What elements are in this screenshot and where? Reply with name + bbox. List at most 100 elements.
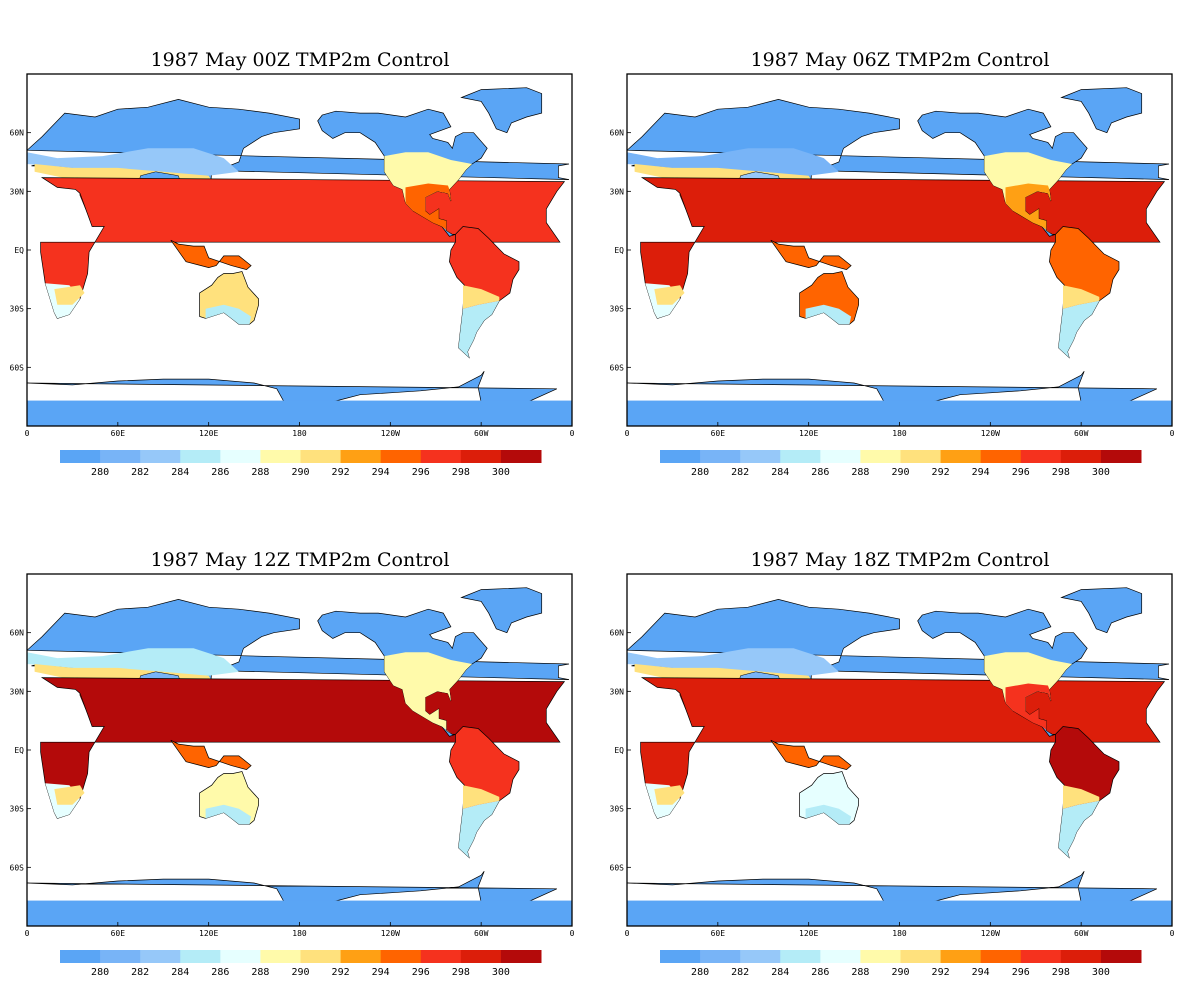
colorbar-label: 290 bbox=[891, 967, 909, 978]
colorbar-label: 280 bbox=[91, 967, 109, 978]
antarctica-landmass bbox=[627, 370, 1158, 403]
colorbar-swatch bbox=[780, 950, 821, 963]
colorbar-swatch bbox=[140, 450, 181, 463]
colorbar-swatch bbox=[100, 450, 141, 463]
colorbar-swatch bbox=[500, 450, 542, 463]
south-america-mild bbox=[463, 285, 500, 309]
colorbar-swatch bbox=[300, 450, 342, 463]
colorbar-swatch bbox=[300, 950, 342, 963]
map-svg-00z: 1987 May 00Z TMP2m Control 60N30NEQ30S60… bbox=[10, 49, 575, 478]
colorbar-label: 286 bbox=[811, 467, 829, 478]
australia-south-cool bbox=[205, 804, 252, 825]
colorbar-swatch bbox=[860, 950, 901, 963]
colorbar-swatch bbox=[1100, 450, 1142, 463]
x-tick-label: 120E bbox=[199, 429, 218, 438]
y-tick-label: 30N bbox=[610, 187, 625, 196]
colorbar-label: 294 bbox=[372, 467, 390, 478]
colorbar-swatch bbox=[460, 450, 502, 463]
colorbar-label: 286 bbox=[211, 967, 229, 978]
map-panel-00z: 1987 May 00Z TMP2m Control 60N 30N EQ 30S 60… bbox=[0, 0, 600, 500]
colorbar-swatch bbox=[60, 950, 101, 963]
colorbar-swatch bbox=[260, 450, 301, 463]
colorbar-swatch bbox=[340, 450, 382, 463]
colorbar-swatch bbox=[380, 950, 422, 963]
x-tick-label: 180 bbox=[292, 429, 307, 438]
indonesia-landmass bbox=[170, 739, 252, 770]
south-america-mild bbox=[1063, 285, 1100, 309]
x-tick-label: 120E bbox=[799, 429, 818, 438]
colorbar-swatch bbox=[740, 950, 781, 963]
x-tick-label: 60W bbox=[474, 929, 489, 938]
colorbar-label: 294 bbox=[972, 467, 990, 478]
map-body: 60N 30N EQ 30S 60S 0 60E 120E 180 120W 60W 0 280 282 2… bbox=[10, 73, 575, 478]
x-tick-label: 180 bbox=[892, 929, 907, 938]
x-tick-label: 120E bbox=[199, 929, 218, 938]
colorbar-label: 296 bbox=[412, 467, 430, 478]
south-america-cool bbox=[458, 300, 500, 358]
y-tick-label: EQ bbox=[614, 746, 624, 755]
namerica-south-warm bbox=[1005, 683, 1053, 735]
colorbar-label: 300 bbox=[492, 467, 510, 478]
map-panel-06z: 1987 May 06Z TMP2m Control 60N 30N EQ 30S 60… bbox=[600, 0, 1200, 500]
x-tick-label: 0 bbox=[1170, 429, 1175, 438]
colorbar-label: 284 bbox=[171, 967, 189, 978]
map-body: 60N 30N EQ 30S 60S 0 60E 120E 180 120W 60W 0 280 282 2… bbox=[610, 73, 1175, 478]
colorbar-swatch bbox=[180, 950, 221, 963]
x-tick-label: 120W bbox=[981, 929, 1000, 938]
colorbar-swatch bbox=[140, 950, 181, 963]
colorbar-label: 300 bbox=[1092, 967, 1110, 978]
colorbar-swatch bbox=[220, 450, 261, 463]
colorbar-label: 284 bbox=[771, 467, 789, 478]
colorbar-label: 298 bbox=[452, 967, 470, 978]
colorbar-swatch bbox=[1060, 950, 1102, 963]
x-tick-label: 60E bbox=[111, 429, 126, 438]
colorbar-swatch bbox=[1020, 950, 1062, 963]
map-panel-18z: 1987 May 18Z TMP2m Control 60N 30N EQ 30S 60… bbox=[600, 500, 1200, 1000]
colorbar-swatch bbox=[700, 450, 741, 463]
colorbar-swatch bbox=[260, 950, 301, 963]
map-svg-06z: 1987 May 06Z TMP2m Control 60N30NEQ30S60… bbox=[610, 49, 1175, 478]
antarctic-ice-shelf bbox=[27, 400, 572, 426]
y-tick-label: EQ bbox=[614, 246, 624, 255]
colorbar-swatch bbox=[500, 950, 542, 963]
y-tick-label: 60S bbox=[610, 863, 625, 872]
y-tick-label: 30S bbox=[610, 305, 625, 314]
indonesia-landmass bbox=[170, 239, 252, 270]
x-tick-label: 0 bbox=[625, 929, 630, 938]
map-body: 60N 30N EQ 30S 60S 0 60E 120E 180 120W 60W 0 280 282 2… bbox=[610, 573, 1175, 978]
antarctica-landmass bbox=[27, 370, 558, 403]
colorbar-label: 292 bbox=[932, 467, 950, 478]
namerica-south-warm bbox=[1005, 183, 1053, 235]
panel-title: 1987 May 12Z TMP2m Control bbox=[151, 549, 450, 571]
colorbar-label: 300 bbox=[1092, 467, 1110, 478]
panel-title: 1987 May 00Z TMP2m Control bbox=[151, 49, 450, 71]
y-tick-label: 60S bbox=[610, 363, 625, 372]
x-tick-label: 120W bbox=[381, 429, 400, 438]
colorbar-label: 288 bbox=[251, 967, 269, 978]
colorbar-label: 296 bbox=[1012, 967, 1030, 978]
x-tick-label: 180 bbox=[292, 929, 307, 938]
south-america-cool bbox=[1058, 300, 1100, 358]
x-tick-label: 0 bbox=[570, 429, 575, 438]
y-tick-label: 60N bbox=[610, 629, 625, 638]
eurasia-band-cool bbox=[27, 648, 239, 676]
colorbar-swatch bbox=[940, 450, 982, 463]
eurasia-band-cool bbox=[627, 648, 839, 676]
colorbar-swatch bbox=[940, 950, 982, 963]
colorbar-swatch bbox=[980, 950, 1022, 963]
greenland-landmass bbox=[460, 87, 543, 134]
x-tick-label: 120W bbox=[381, 929, 400, 938]
y-tick-label: 60N bbox=[10, 629, 25, 638]
colorbar-label: 286 bbox=[211, 467, 229, 478]
colorbar-swatch bbox=[420, 950, 462, 963]
x-tick-label: 120E bbox=[799, 929, 818, 938]
colorbar-label: 292 bbox=[332, 467, 350, 478]
antarctica-landmass bbox=[27, 870, 558, 903]
south-america-cool bbox=[1058, 800, 1100, 858]
y-tick-label: EQ bbox=[14, 746, 24, 755]
colorbar-swatch bbox=[660, 450, 701, 463]
south-africa-mild bbox=[654, 285, 685, 305]
y-tick-label: 30S bbox=[10, 805, 25, 814]
colorbar-label: 280 bbox=[91, 467, 109, 478]
x-tick-label: 0 bbox=[25, 929, 30, 938]
